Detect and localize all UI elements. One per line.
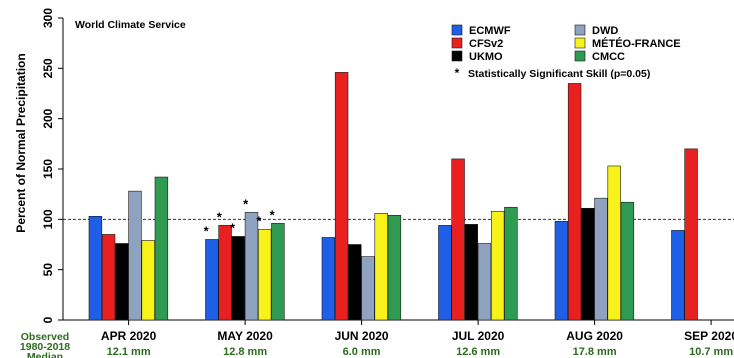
x-axis: APR 2020 MAY 2020 JUN 2020 JUL 2020 AUG 2020… <box>101 320 734 343</box>
observed-median-value: 12.6 mm <box>456 346 500 358</box>
legend-label: DWD <box>592 25 618 37</box>
bar-dwd-aug-2020 <box>594 197 608 321</box>
observed-median-value: 12.1 mm <box>107 346 151 358</box>
observed-median-value: 6.0 mm <box>343 346 381 358</box>
bar-cfsv2-may-2020 <box>218 225 232 321</box>
bar-cfsv2-apr-2020 <box>101 234 116 321</box>
significance-star: * <box>270 207 276 222</box>
y-tick-label: 150 <box>41 159 55 179</box>
x-tick-label: JUL 2020 <box>452 329 505 343</box>
significance-stars: * * * * * * <box>204 196 276 238</box>
bar-dwd-may-2020 <box>244 211 259 321</box>
bar-cfsv2-aug-2020 <box>567 83 582 321</box>
bar-cmcc-jul-2020 <box>504 206 518 321</box>
bar-ukmo-jun-2020 <box>348 244 362 321</box>
observed-median-value: 10.7 mm <box>689 346 733 358</box>
observed-label-line: 1980-2018 <box>20 341 70 353</box>
bar-m-t-o-france-jun-2020 <box>374 212 388 321</box>
y-axis-label: Percent of Normal Precipitation <box>14 53 28 232</box>
observed-label-line: Median <box>27 351 63 358</box>
bar-dwd-jul-2020 <box>477 243 492 321</box>
legend-swatch <box>574 37 586 49</box>
bar-m-t-o-france-apr-2020 <box>141 240 155 321</box>
bar-m-t-o-france-jul-2020 <box>490 210 505 321</box>
bar-ecmwf-aug-2020 <box>554 221 569 321</box>
significance-star: * <box>230 220 236 235</box>
bar-ukmo-aug-2020 <box>581 207 595 321</box>
bar-cfsv2-sep-2020 <box>684 148 698 321</box>
x-tick-label: SEP 2020 <box>684 329 734 343</box>
significance-legend-star: * <box>455 66 460 80</box>
bar-m-t-o-france-may-2020 <box>257 229 272 321</box>
y-tick-label: 200 <box>41 108 55 128</box>
x-tick-label: MAY 2020 <box>217 329 273 343</box>
bar-ecmwf-sep-2020 <box>671 230 685 321</box>
bars <box>88 72 698 321</box>
bar-cmcc-jun-2020 <box>387 215 402 321</box>
observed-median-value: 17.8 mm <box>573 346 617 358</box>
legend-swatch <box>451 50 463 62</box>
significance-star: * <box>204 223 210 238</box>
legend-label: ECMWF <box>469 25 511 37</box>
watermark-label: World Climate Service <box>75 19 186 31</box>
bar-cmcc-may-2020 <box>271 223 285 321</box>
bar-cmcc-aug-2020 <box>620 201 635 321</box>
bar-ecmwf-jun-2020 <box>321 237 336 321</box>
bar-m-t-o-france-aug-2020 <box>607 165 621 321</box>
x-tick-label: APR 2020 <box>101 329 157 343</box>
y-tick-label: 300 <box>41 8 55 28</box>
observed-median-value: 12.8 mm <box>223 346 267 358</box>
bar-cfsv2-jul-2020 <box>451 158 465 321</box>
legend-swatch <box>451 24 463 36</box>
significance-star: * <box>243 196 249 211</box>
significance-star: * <box>217 209 223 224</box>
bar-ecmwf-apr-2020 <box>88 216 103 321</box>
bar-dwd-apr-2020 <box>128 190 142 321</box>
x-tick-label: JUN 2020 <box>335 329 389 343</box>
significance-legend-label: Statistically Significant Skill (p=0.05) <box>468 68 650 80</box>
bar-ukmo-jul-2020 <box>464 224 478 321</box>
y-tick-label: 0 <box>41 316 55 323</box>
bar-ukmo-may-2020 <box>231 236 245 321</box>
bar-cfsv2-jun-2020 <box>334 72 349 321</box>
bar-ecmwf-jul-2020 <box>438 225 452 321</box>
legend-label: CMCC <box>592 51 625 63</box>
legend-label: CFSv2 <box>469 38 503 50</box>
bar-dwd-jun-2020 <box>361 256 375 321</box>
legend-label: UKMO <box>469 51 503 63</box>
x-tick-label: AUG 2020 <box>566 329 623 343</box>
y-tick-label: 100 <box>41 209 55 229</box>
bar-ukmo-apr-2020 <box>115 243 129 321</box>
bar-ecmwf-may-2020 <box>205 239 219 321</box>
y-tick-label: 50 <box>41 263 55 277</box>
legend-swatch <box>574 24 586 36</box>
bar-cmcc-apr-2020 <box>154 176 169 321</box>
legend-label: MÉTÉO-FRANCE <box>592 37 681 50</box>
observed-medians: 12.1 mm 12.8 mm 6.0 mm 12.6 mm 17.8 mm 10.7 m… <box>20 331 733 358</box>
y-tick-label: 250 <box>41 58 55 78</box>
legend-swatch <box>451 37 463 49</box>
legend-swatch <box>574 50 586 62</box>
significance-star: * <box>256 213 262 228</box>
observed-label-line: Observed <box>21 331 69 343</box>
